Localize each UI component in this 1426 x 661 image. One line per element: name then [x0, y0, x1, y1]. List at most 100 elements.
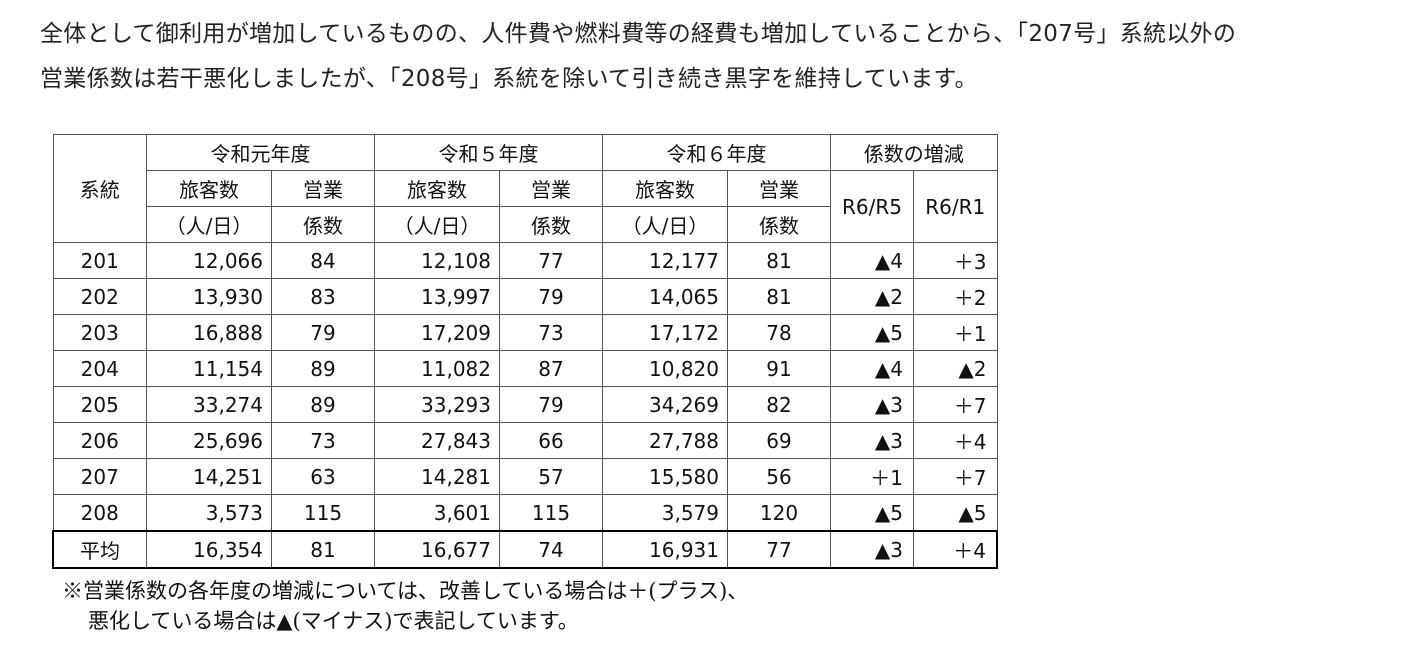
cell-pax-r6: 17,172 [602, 314, 728, 351]
cell-coef-r6: 91 [727, 350, 831, 387]
cell-pax-r1: 16,888 [146, 314, 272, 351]
cell-coef-r5: 87 [499, 350, 603, 387]
cell-d-r6r5: ▲3 [830, 386, 914, 423]
header-coef-unit-r5: 係数 [499, 206, 603, 243]
cell-d-r6r1: ▲2 [913, 350, 998, 387]
header-pax-r5: 旅客数 [374, 170, 500, 207]
header-coef-r1: 営業 [271, 170, 375, 207]
cell-pax-r5: 11,082 [374, 350, 500, 387]
table-row: 207 14,251 63 14,281 57 15,580 56 ＋1 ＋7 [52, 458, 998, 495]
cell-coef-r1: 89 [271, 350, 375, 387]
table-row: 202 13,930 83 13,997 79 14,065 81 ▲2 ＋2 [52, 278, 998, 315]
cell-d-r6r1: ＋7 [913, 386, 998, 423]
cell-pax-r5: 3,601 [374, 494, 500, 532]
cell-system: 206 [52, 422, 147, 459]
cell-pax-r5: 33,293 [374, 386, 500, 423]
cell-pax-r5: 14,281 [374, 458, 500, 495]
table-row: 204 11,154 89 11,082 87 10,820 91 ▲4 ▲2 [52, 350, 998, 387]
cell-coef-r6: 82 [727, 386, 831, 423]
cell-d-r6r5: ＋1 [830, 458, 914, 495]
cell-coef-r5: 73 [499, 314, 603, 351]
cell-coef-r6: 81 [727, 242, 831, 279]
cell-d-r6r5: ▲5 [830, 314, 914, 351]
cell-pax-r5: 17,209 [374, 314, 500, 351]
cell-coef-r5: 79 [499, 386, 603, 423]
cell-d-r6r5: ▲3 [830, 422, 914, 459]
cell-d-r6r1: ＋4 [913, 422, 998, 459]
cell-d-r6r5: ▲4 [830, 350, 914, 387]
cell-pax-r6: 27,788 [602, 422, 728, 459]
cell-coef-r1: 79 [271, 314, 375, 351]
cell-pax-r1: 3,573 [146, 494, 272, 532]
cell-pax-r1: 11,154 [146, 350, 272, 387]
footnote-line-2: 悪化している場合は▲(マイナス)で表記しています。 [88, 609, 579, 633]
cell-coef-r1: 115 [271, 494, 375, 532]
cell-coef-r5: 79 [499, 278, 603, 315]
cell-d-r6r1: ＋1 [913, 314, 998, 351]
cell-pax-r5: 13,997 [374, 278, 500, 315]
cell-d-r6r1: ＋7 [913, 458, 998, 495]
header-year-r1: 令和元年度 [146, 134, 375, 171]
cell-pax-r1: 33,274 [146, 386, 272, 423]
cell-system: 205 [52, 386, 147, 423]
header-year-r5: 令和５年度 [374, 134, 603, 171]
header-system: 系統 [52, 134, 147, 243]
cell-coef-r6: 69 [727, 422, 831, 459]
cell-pax-r6: 34,269 [602, 386, 728, 423]
header-coef-unit-r1: 係数 [271, 206, 375, 243]
cell-pax-r6: 16,931 [602, 530, 728, 569]
route-coefficient-table: 系統 令和元年度 令和５年度 令和６年度 係数の増減 旅客数 営業 旅客数 営業… [52, 134, 998, 569]
cell-system: 203 [52, 314, 147, 351]
cell-d-r6r1: ＋3 [913, 242, 998, 279]
header-coef-unit-r6: 係数 [727, 206, 831, 243]
cell-system: 202 [52, 278, 147, 315]
cell-pax-r5: 12,108 [374, 242, 500, 279]
cell-d-r6r5: ▲2 [830, 278, 914, 315]
cell-pax-r1: 12,066 [146, 242, 272, 279]
cell-pax-r6: 10,820 [602, 350, 728, 387]
cell-system: 204 [52, 350, 147, 387]
cell-pax-r1: 13,930 [146, 278, 272, 315]
cell-coef-r5: 57 [499, 458, 603, 495]
cell-coef-r1: 89 [271, 386, 375, 423]
cell-pax-r6: 15,580 [602, 458, 728, 495]
cell-coef-r5: 115 [499, 494, 603, 532]
cell-pax-r1: 25,696 [146, 422, 272, 459]
cell-coef-r5: 66 [499, 422, 603, 459]
table-row: 201 12,066 84 12,108 77 12,177 81 ▲4 ＋3 [52, 242, 998, 279]
cell-d-r6r5: ▲4 [830, 242, 914, 279]
cell-coef-r1: 84 [271, 242, 375, 279]
table-row-average: 平均 16,354 81 16,677 74 16,931 77 ▲3 ＋4 [52, 530, 998, 569]
cell-coef-r5: 77 [499, 242, 603, 279]
cell-coef-r6: 77 [727, 530, 831, 569]
cell-system: 207 [52, 458, 147, 495]
cell-coef-r6: 81 [727, 278, 831, 315]
cell-pax-r6: 12,177 [602, 242, 728, 279]
footnote: ※営業係数の各年度の増減については、改善している場合は＋(プラス)、 悪化してい… [62, 576, 748, 636]
cell-pax-r1: 14,251 [146, 458, 272, 495]
header-d-r6r5: R6/R5 [830, 170, 914, 243]
cell-d-r6r1: ＋2 [913, 278, 998, 315]
cell-system: 201 [52, 242, 147, 279]
header-pax-r6: 旅客数 [602, 170, 728, 207]
header-pax-unit-r6: （人/日） [602, 206, 728, 243]
table-row: 205 33,274 89 33,293 79 34,269 82 ▲3 ＋7 [52, 386, 998, 423]
header-coef-r6: 営業 [727, 170, 831, 207]
header-d-r6r1: R6/R1 [913, 170, 998, 243]
cell-pax-r1: 16,354 [146, 530, 272, 569]
cell-coef-r6: 56 [727, 458, 831, 495]
cell-pax-r6: 14,065 [602, 278, 728, 315]
header-pax-unit-r1: （人/日） [146, 206, 272, 243]
cell-pax-r6: 3,579 [602, 494, 728, 532]
header-pax-r1: 旅客数 [146, 170, 272, 207]
cell-d-r6r1: ＋4 [913, 530, 998, 569]
cell-coef-r1: 73 [271, 422, 375, 459]
intro-text: 全体として御利用が増加しているものの、人件費や燃料費等の経費も増加していることか… [40, 12, 1420, 102]
table-row: 203 16,888 79 17,209 73 17,172 78 ▲5 ＋1 [52, 314, 998, 351]
cell-coef-r6: 120 [727, 494, 831, 532]
cell-system: 208 [52, 494, 147, 532]
header-change: 係数の増減 [830, 134, 998, 171]
table-row: 206 25,696 73 27,843 66 27,788 69 ▲3 ＋4 [52, 422, 998, 459]
cell-coef-r1: 81 [271, 530, 375, 569]
cell-d-r6r1: ▲5 [913, 494, 998, 532]
